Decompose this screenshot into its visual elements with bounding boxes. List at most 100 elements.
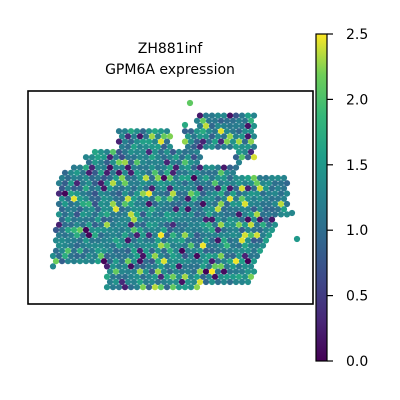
spot (166, 133, 174, 140)
spot (232, 112, 240, 119)
spot (202, 237, 210, 244)
spot (184, 258, 192, 265)
spot (118, 133, 126, 140)
spot (175, 232, 183, 239)
spot (145, 221, 153, 228)
spot (241, 128, 249, 135)
spot (235, 190, 243, 197)
spot (136, 247, 144, 254)
spot (70, 258, 78, 265)
spot (100, 185, 108, 192)
spot (85, 232, 93, 239)
spot (247, 138, 255, 145)
spot (199, 232, 207, 239)
spot (256, 174, 264, 182)
spot (196, 174, 204, 182)
spot (106, 247, 114, 254)
spot (187, 211, 195, 218)
spot (115, 252, 123, 260)
spot (148, 206, 156, 213)
spot (244, 122, 252, 130)
spot (187, 242, 195, 249)
spot (238, 268, 246, 275)
spot (115, 221, 123, 228)
spot (106, 154, 114, 161)
spot (190, 258, 198, 265)
spot (154, 226, 162, 234)
spot (127, 211, 135, 218)
spot (226, 226, 234, 234)
spot (85, 200, 93, 208)
spot (151, 128, 159, 135)
spot (61, 252, 69, 260)
spot (115, 211, 123, 218)
spot (115, 180, 123, 187)
spot (166, 206, 174, 213)
spot (238, 112, 246, 119)
spot (268, 226, 276, 234)
spot (247, 242, 255, 249)
spot (142, 195, 150, 202)
spot (127, 148, 135, 156)
spot (235, 263, 243, 270)
spot (196, 185, 204, 192)
spot (139, 169, 147, 176)
spot (232, 143, 240, 150)
spot (220, 174, 228, 182)
spot (127, 232, 135, 239)
spot (274, 185, 282, 192)
spot (211, 211, 219, 218)
spot (151, 221, 159, 228)
spot (184, 216, 192, 223)
spot (181, 242, 189, 249)
spot (235, 232, 243, 239)
spot (232, 216, 240, 223)
spot (124, 258, 132, 265)
spot (178, 206, 186, 213)
spot (112, 174, 120, 182)
spot (202, 216, 210, 223)
spot (97, 252, 105, 260)
spot (130, 237, 138, 244)
spot (127, 180, 135, 187)
spot (214, 133, 222, 140)
spot (118, 278, 126, 286)
spot (127, 263, 135, 270)
spot (178, 278, 186, 286)
spot (112, 237, 120, 244)
spot (181, 180, 189, 187)
spot (67, 242, 75, 249)
spot (181, 273, 189, 280)
spot (106, 268, 114, 275)
spot (124, 185, 132, 192)
spot (283, 180, 291, 187)
spot (97, 180, 105, 187)
spot (73, 211, 81, 218)
spot (157, 190, 165, 197)
spot (172, 216, 180, 223)
spot (202, 174, 210, 182)
spot (121, 200, 129, 208)
spot (121, 128, 129, 135)
spot (154, 268, 162, 275)
spot (196, 206, 204, 213)
spot (283, 190, 291, 197)
spot (217, 273, 225, 280)
spot (172, 258, 180, 265)
spot (190, 133, 198, 140)
spot (73, 242, 81, 249)
spot (109, 221, 117, 228)
spot (163, 221, 171, 228)
chart-title-line-2: GPM6A expression (105, 62, 235, 78)
spot (217, 169, 225, 176)
spot (175, 221, 183, 228)
spot (160, 237, 168, 244)
spot (229, 232, 237, 239)
spot (208, 195, 216, 202)
spot (250, 216, 258, 223)
spot (196, 226, 204, 234)
spot (127, 190, 135, 197)
spot (205, 273, 213, 280)
spot (186, 99, 194, 107)
colorbar-tick-label: 0.0 (346, 354, 368, 370)
